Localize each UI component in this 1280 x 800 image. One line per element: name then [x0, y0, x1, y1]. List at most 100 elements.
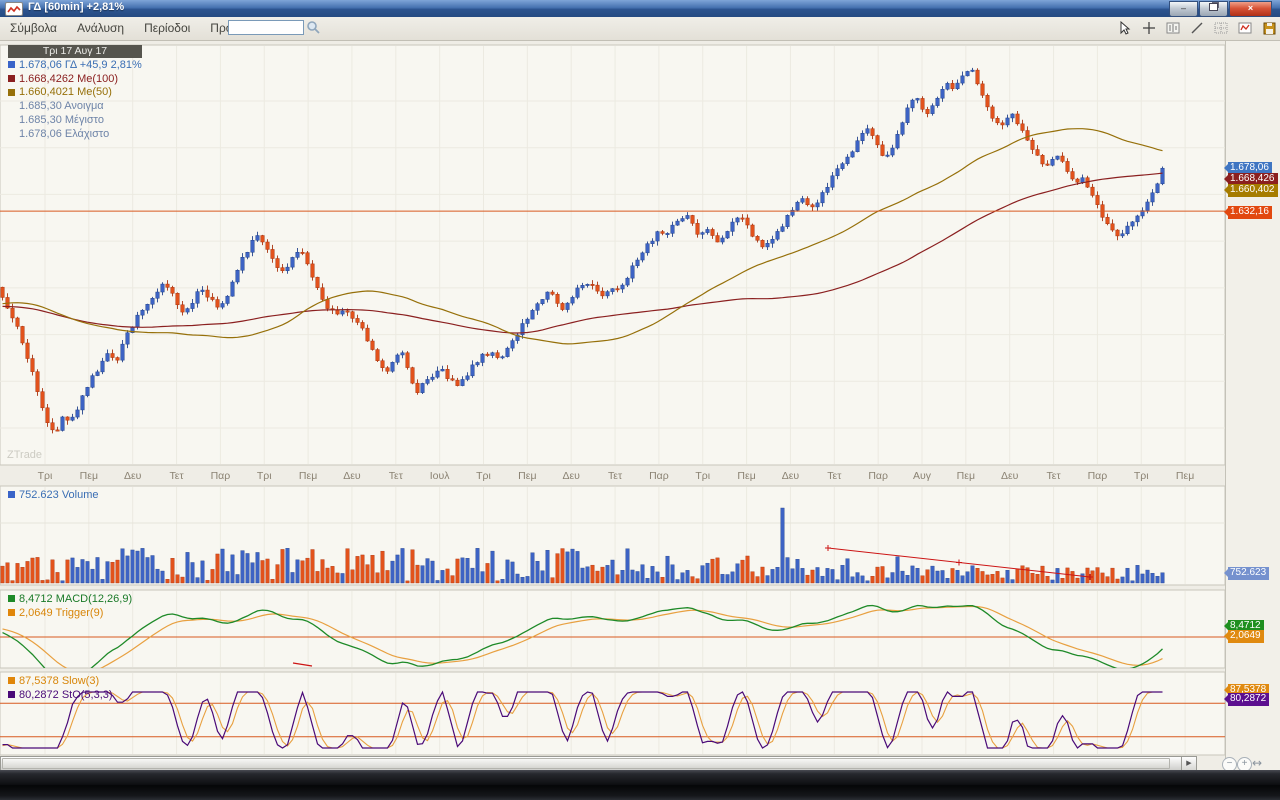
- legend-text: 87,5378 Slow(3): [19, 674, 100, 687]
- chart-horizontal-scrollbar[interactable]: [0, 756, 1182, 771]
- x-axis-label: Παρ: [649, 470, 669, 482]
- close-button[interactable]: ×: [1229, 1, 1272, 17]
- legend-text: 752.623 Volume: [19, 488, 99, 501]
- legend-row: 8,4712 MACD(12,26,9): [8, 592, 132, 606]
- taskbar: eC SSkype™ [1] ...☕2 Java(TM...▾☕9 Java(…: [0, 770, 1280, 800]
- legend-text: 8,4712 MACD(12,26,9): [19, 592, 133, 605]
- candles-tool-icon[interactable]: [1165, 21, 1181, 36]
- legend-text: 1.678,06 ΓΔ +45,9 2,81%: [19, 58, 142, 71]
- x-axis-label: Παρ: [1087, 470, 1108, 482]
- x-axis-label: Τετ: [827, 470, 842, 482]
- price-tag: 1.678,06: [1224, 162, 1272, 175]
- x-axis-label: Πεμ: [79, 470, 99, 482]
- chart-toolbar: [1117, 20, 1277, 37]
- legend-swatch: [8, 677, 15, 685]
- symbol-search-input[interactable]: [228, 20, 304, 35]
- window-title: ΓΔ [60min] +2,81%: [28, 1, 125, 13]
- legend-swatch: [8, 609, 15, 617]
- legend-text: 1.685,30 Ανοιγμα: [19, 100, 104, 113]
- price-scale-strip: [1225, 41, 1280, 770]
- price-tag: 1.632,16: [1224, 206, 1272, 219]
- legend-text: 1.668,4262 Me(100): [19, 72, 119, 85]
- legend-text: 1.660,4021 Me(50): [19, 86, 112, 99]
- legend-text: 2,0649 Trigger(9): [19, 606, 104, 619]
- x-axis-label: Πεμ: [956, 470, 976, 482]
- chart-area: [0, 44, 1225, 756]
- legend-text: 1.685,30 Μέγιστο: [19, 114, 104, 127]
- x-axis-label: Δευ: [1000, 470, 1019, 482]
- legend-swatch: [8, 75, 15, 83]
- menu-symbols[interactable]: Σύμβολα: [10, 21, 57, 35]
- x-axis-label: Τετ: [169, 470, 184, 482]
- legend-swatch: [8, 61, 15, 69]
- app-chart-icon: [5, 2, 23, 16]
- restore-button[interactable]: [1199, 1, 1228, 17]
- minimize-button[interactable]: –: [1169, 1, 1198, 17]
- macd-legend: 8,4712 MACD(12,26,9) 2,0649 Trigger(9): [8, 592, 132, 620]
- x-axis-label: Δευ: [562, 470, 580, 482]
- x-axis-label: Δευ: [781, 470, 800, 482]
- main-chart-legend: Τρι 17 Αυγ 17 1.678,06 ΓΔ +45,9 2,81% 1.66…: [8, 45, 142, 141]
- grid-tool-icon[interactable]: [1213, 21, 1229, 36]
- legend-row: 1.660,4021 Me(50): [8, 86, 142, 100]
- legend-date-header: Τρι 17 Αυγ 17: [8, 45, 142, 58]
- window-titlebar: ΓΔ [60min] +2,81% – ×: [0, 0, 1280, 17]
- x-axis-label: Δευ: [123, 470, 142, 482]
- x-axis-label: Τρι: [695, 470, 711, 482]
- x-axis-label: Τρι: [476, 470, 491, 482]
- x-axis-label: Πεμ: [298, 470, 318, 482]
- crosshair-tool-icon[interactable]: [1141, 21, 1157, 36]
- legend-row: 1.685,30 Ανοιγμα: [8, 99, 142, 113]
- x-axis-label: Ιουλ: [429, 470, 450, 482]
- price-tag: 1.660,402: [1224, 184, 1278, 197]
- legend-row: 1.685,30 Μέγιστο: [8, 113, 142, 127]
- fit-width-button[interactable]: ↔: [1252, 756, 1263, 770]
- line-tool-icon[interactable]: [1189, 21, 1205, 36]
- legend-row: 1.678,06 Ελάχιστο: [8, 127, 142, 141]
- legend-row: 1.678,06 ΓΔ +45,9 2,81%: [8, 58, 142, 72]
- price-tag: 8,4712: [1224, 620, 1264, 633]
- chart-tool-icon[interactable]: [1237, 21, 1253, 36]
- restore-icon: [1209, 3, 1218, 11]
- menu-analysis[interactable]: Ανάλυση: [77, 21, 125, 35]
- x-axis-label: Δευ: [343, 470, 361, 482]
- menu-periods[interactable]: Περίοδοι: [144, 21, 191, 35]
- x-axis-label: Τετ: [388, 470, 403, 482]
- x-axis-label: Τετ: [1046, 470, 1061, 482]
- price-tag: 1.668,426: [1224, 173, 1278, 186]
- x-axis-label: Τετ: [608, 470, 623, 482]
- price-tag: 752.623: [1224, 567, 1270, 580]
- volume-legend: 752.623 Volume: [8, 488, 99, 502]
- x-axis-label: Παρ: [210, 470, 231, 482]
- legend-text: 1.678,06 Ελάχιστο: [19, 127, 110, 140]
- legend-swatch: [8, 491, 15, 499]
- legend-row: 87,5378 Slow(3): [8, 674, 113, 688]
- legend-row: 752.623 Volume: [8, 488, 99, 502]
- x-axis-label: Πεμ: [518, 470, 537, 482]
- cursor-tool-icon[interactable]: [1117, 21, 1133, 36]
- legend-swatch: [8, 595, 15, 603]
- menu-bar: ΣύμβολαΑνάλυσηΠερίοδοιΠροβολή: [0, 17, 1280, 41]
- legend-text: 80,2872 StO(5,3,3): [19, 688, 113, 701]
- chart-watermark: ZTrade: [7, 449, 43, 461]
- x-axis-label: Τρι: [37, 470, 53, 482]
- price-tag: 2,0649: [1224, 630, 1264, 643]
- legend-row: 1.668,4262 Me(100): [8, 72, 142, 86]
- x-axis-label: Τρι: [256, 470, 272, 482]
- legend-row: 2,0649 Trigger(9): [8, 606, 132, 620]
- x-axis-label: Τρι: [1133, 470, 1149, 482]
- x-axis-label: Πεμ: [1175, 470, 1195, 482]
- x-axis-label: Παρ: [868, 470, 888, 482]
- price-tag: 80,2872: [1224, 693, 1270, 706]
- x-axis-label: Αυγ: [913, 470, 931, 482]
- legend-swatch: [8, 691, 15, 699]
- stoch-legend: 87,5378 Slow(3) 80,2872 StO(5,3,3): [8, 674, 113, 702]
- search-icon[interactable]: [306, 20, 321, 40]
- legend-row: 80,2872 StO(5,3,3): [8, 688, 113, 702]
- window-controls: – ×: [1169, 1, 1272, 17]
- save-tool-icon[interactable]: [1261, 21, 1277, 36]
- x-axis-label: Πεμ: [737, 470, 756, 482]
- legend-swatch: [8, 88, 15, 96]
- scrollbar-thumb[interactable]: [2, 758, 1170, 769]
